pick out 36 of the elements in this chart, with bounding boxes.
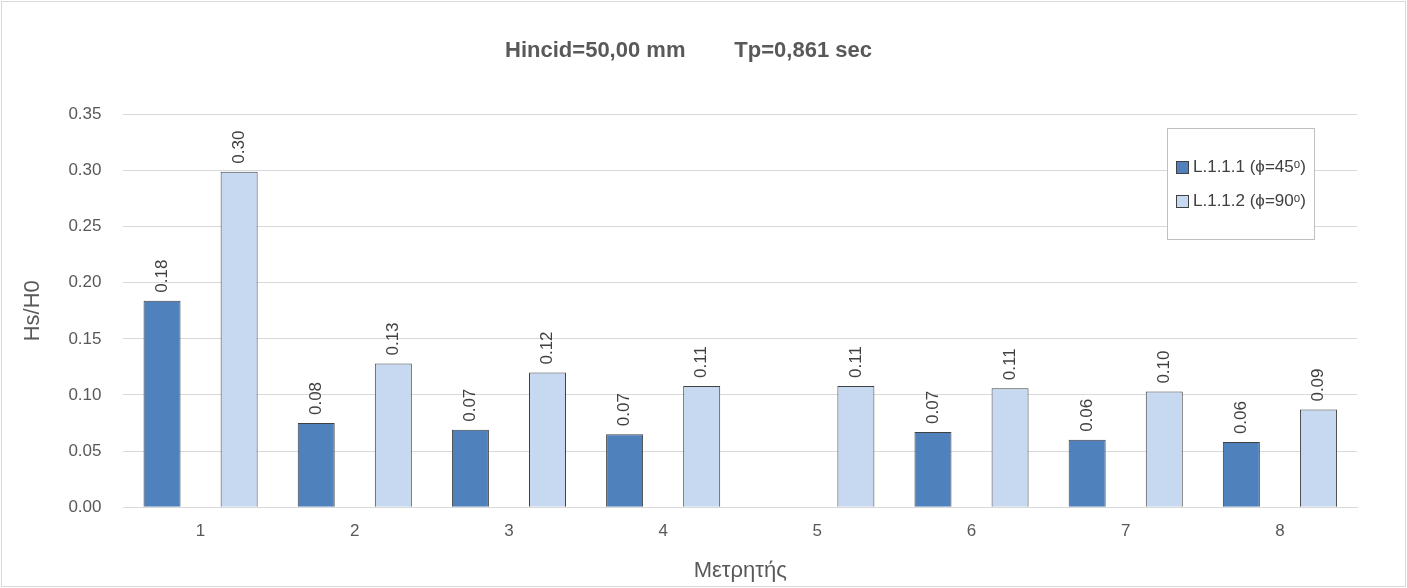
data-label: 0.07 bbox=[614, 393, 634, 427]
legend-label: L.1.1.1 (ϕ=45ᵒ) bbox=[1193, 157, 1306, 178]
data-label: 0.06 bbox=[1076, 398, 1096, 432]
x-axis-title: Μετρητής bbox=[693, 556, 787, 582]
data-label: 0.18 bbox=[151, 259, 171, 293]
x-tick-label: 8 bbox=[1275, 521, 1285, 541]
x-tick-label: 5 bbox=[812, 521, 823, 541]
text: 0.25 bbox=[68, 216, 102, 236]
legend-label: L.1.1.2 (ϕ=90ᵒ) bbox=[1193, 191, 1306, 212]
data-label: 0.07 bbox=[460, 388, 480, 422]
x-tick-label: 2 bbox=[350, 521, 360, 541]
text: 0.35 bbox=[68, 104, 102, 124]
data-label: 0.09 bbox=[1308, 368, 1328, 402]
x-tick-label: 7 bbox=[1120, 521, 1131, 541]
data-label: 0.10 bbox=[1153, 350, 1173, 384]
text: 0.20 bbox=[68, 272, 102, 292]
x-tick-label: 4 bbox=[658, 521, 668, 541]
data-label: 0.13 bbox=[383, 322, 403, 356]
y-axis-title: Hs/H0 bbox=[19, 280, 45, 342]
data-label: 0.30 bbox=[228, 130, 248, 164]
chart-title: Hincid=50,00 mm Tp=0,861 sec bbox=[505, 37, 872, 63]
x-tick-label: 1 bbox=[195, 521, 206, 541]
data-label: 0.07 bbox=[922, 390, 942, 425]
text: 0.00 bbox=[68, 496, 102, 516]
text: 0.15 bbox=[68, 328, 102, 348]
text: 0.05 bbox=[68, 440, 102, 460]
text: 0.10 bbox=[68, 384, 102, 404]
data-label: 0.11 bbox=[691, 346, 711, 378]
x-tick-label: 6 bbox=[966, 521, 977, 541]
data-label: 0.11 bbox=[845, 346, 865, 378]
x-tick-label: 3 bbox=[504, 521, 514, 541]
data-label: 0.12 bbox=[537, 331, 557, 365]
data-label: 0.06 bbox=[1231, 401, 1251, 435]
text: 0.30 bbox=[68, 160, 102, 180]
data-label: 0.08 bbox=[305, 381, 325, 416]
data-label: 0.11 bbox=[999, 348, 1019, 381]
